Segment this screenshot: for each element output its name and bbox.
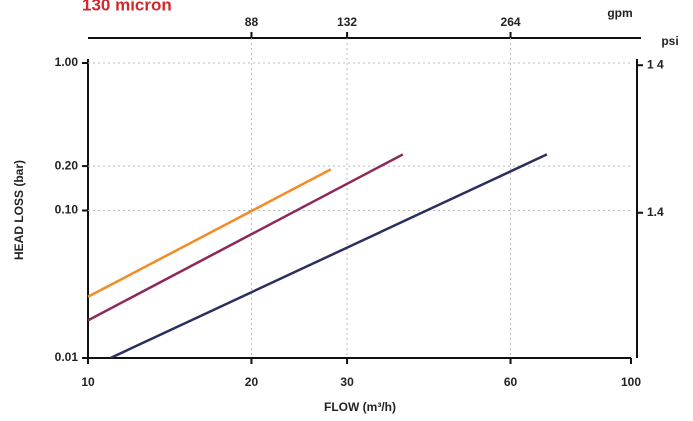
y-tick-label: 0.01: [55, 350, 79, 364]
x2-tick-label: 264: [501, 15, 521, 29]
x-axis-title: FLOW (m³/h): [324, 400, 396, 414]
x2-tick-label: 88: [245, 15, 259, 29]
y-axis-title: HEAD LOSS (bar): [12, 160, 26, 260]
y-tick-label: 1.00: [55, 55, 79, 69]
x2-tick-label: 132: [337, 15, 357, 29]
x-tick-label: 20: [245, 375, 259, 389]
x-tick-label: 100: [621, 375, 641, 389]
y2-tick-label: 1.4: [647, 205, 664, 219]
series-line: [87, 168, 332, 298]
series-line: [109, 153, 548, 360]
x-tick-label: 30: [340, 375, 354, 389]
series-line: [87, 153, 404, 322]
x-tick-label: 10: [81, 375, 95, 389]
y2-tick-label: 1 4: [647, 57, 664, 71]
x-tick-label: 60: [504, 375, 518, 389]
y2-axis-title: psi: [661, 34, 678, 48]
y-tick-label: 0.10: [55, 203, 79, 217]
y-tick-label: 0.20: [55, 158, 79, 172]
x2-axis-title: gpm: [607, 6, 632, 20]
chart-title: 130 micron: [82, 0, 172, 14]
